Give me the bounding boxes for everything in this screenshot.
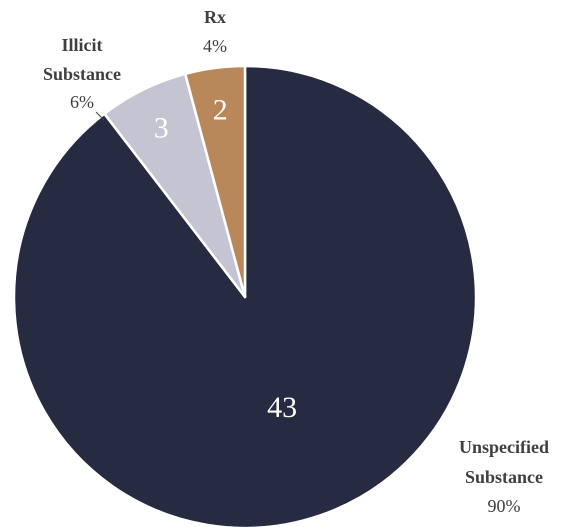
pie-slice-rx — [183, 64, 247, 299]
leader-line-illicit — [95, 111, 105, 121]
label-unspecified-percent: 90% — [488, 496, 521, 516]
pie-slices — [12, 64, 478, 527]
label-rx-line-1: Rx — [204, 7, 226, 27]
label-unspecified-line-2: Substance — [465, 467, 543, 487]
label-illicit-line-1: Illicit — [62, 35, 103, 55]
slice-value-labels: 43 3 2 — [154, 94, 297, 424]
label-rx: Rx 4% — [203, 7, 227, 56]
label-unspecified-substance: Unspecified Substance 90% — [459, 437, 549, 516]
label-illicit-substance: Illicit Substance 6% — [43, 35, 121, 121]
label-unspecified-line-1: Unspecified — [459, 437, 549, 457]
pie-slice-unspecified-substance — [12, 64, 478, 527]
slice-value-rx: 2 — [213, 94, 228, 127]
slice-value-unspecified-substance: 43 — [267, 391, 297, 424]
slice-value-illicit-substance: 3 — [154, 112, 169, 145]
label-illicit-percent: 6% — [70, 92, 94, 112]
label-illicit-line-2: Substance — [43, 64, 121, 84]
label-rx-percent: 4% — [203, 36, 227, 56]
